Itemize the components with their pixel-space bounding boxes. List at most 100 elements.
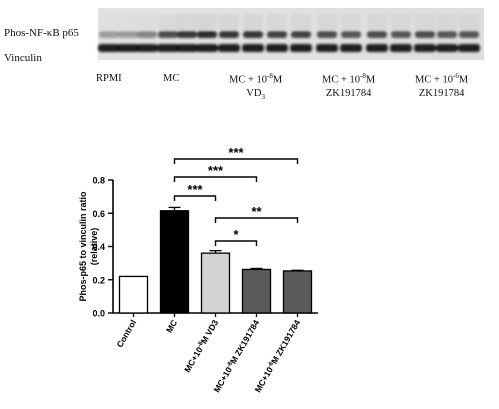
x-tick-label: MC+10-6M ZK191784: [253, 318, 303, 394]
p65-band: [137, 31, 157, 38]
p65-band: [158, 31, 178, 38]
lane-label-unit: M: [458, 74, 469, 86]
lane-label-line1: RPMI: [96, 73, 122, 84]
y-axis-label: Phos-p65 to vinculin ratio: [78, 191, 88, 302]
lane-label-line2: ZK191784: [325, 87, 372, 99]
lane-label-unit: M: [365, 74, 376, 86]
blot-image: [98, 8, 484, 60]
p65-band: [437, 31, 457, 38]
bar: [159, 210, 190, 314]
p65-smear: [341, 14, 361, 30]
vinculin-band: [242, 44, 264, 52]
bar: [241, 268, 272, 314]
p65-smear: [137, 14, 157, 30]
vinculin-band: [414, 44, 436, 52]
significance-label: *: [233, 227, 239, 242]
lane-label-zk-8: MC + 10-8M ZK191784: [322, 70, 375, 100]
vinculin-band: [290, 44, 312, 52]
significance-label: ***: [187, 182, 203, 197]
p65-smear: [158, 14, 178, 30]
y-tick-label: 0.0: [92, 309, 105, 319]
p65-band: [391, 31, 411, 38]
p65-smear: [267, 14, 287, 30]
lane-label-subscript: 3: [261, 92, 265, 101]
p65-band-row: [99, 14, 479, 38]
x-tick-label: MC+10-8M VD3: [182, 318, 220, 374]
p65-band: [291, 31, 311, 38]
lane-label-exponent: -8: [360, 72, 366, 80]
significance-bracket: [173, 176, 258, 182]
significance-label: ***: [228, 145, 244, 160]
p65-band: [219, 31, 239, 38]
vinculin-band-row: [98, 44, 480, 52]
p65-band: [267, 31, 287, 38]
bar: [282, 270, 313, 314]
vinculin-band: [266, 44, 288, 52]
vinculin-band: [458, 44, 480, 52]
vinculin-band: [176, 44, 198, 52]
y-tick-label: 0.8: [92, 176, 105, 186]
lane-label-unit: M: [272, 74, 283, 86]
p65-smear: [291, 14, 311, 30]
p65-smear: [437, 14, 457, 30]
p65-band: [243, 31, 263, 38]
vinculin-band: [98, 44, 120, 52]
lane-label-line1: MC: [163, 73, 180, 84]
lane-label-rpmi: RPMI: [96, 72, 122, 85]
band-label-p65: Phos-NF-κB p65: [4, 27, 79, 39]
bar: [118, 275, 149, 314]
lane-label-line2: ZK191784: [418, 87, 465, 99]
y-tick-label: 0.6: [92, 209, 105, 219]
p65-smear: [367, 14, 387, 30]
p65-band: [415, 31, 435, 38]
vinculin-band: [436, 44, 458, 52]
y-tick-label: 0.2: [92, 275, 105, 285]
x-tick-label: Control: [114, 318, 138, 349]
significance-bracket: [214, 240, 258, 246]
lane-label-line1: MC + 10: [229, 74, 268, 86]
vinculin-band: [196, 44, 218, 52]
y-tick-label: 0.4: [92, 242, 105, 252]
significance-bracket: [173, 158, 299, 164]
lane-label-line1: MC + 10: [322, 74, 361, 86]
lane-label-line2: VD: [246, 87, 262, 99]
x-tick-label: MC: [164, 318, 179, 334]
p65-band: [99, 31, 119, 38]
band-label-vinculin: Vinculin: [4, 52, 42, 64]
lane-label-exponent: -8: [267, 72, 273, 80]
p65-smear: [391, 14, 411, 30]
p65-band: [459, 31, 479, 38]
significance-bracket: [173, 195, 217, 201]
p65-band: [367, 31, 387, 38]
p65-smear: [177, 14, 197, 30]
western-blot-panel: Phos-NF-κB p65 Vinculin RPMI MC MC + 10-…: [0, 0, 499, 110]
vinculin-band: [316, 44, 338, 52]
x-tick-label: MC+10-8M ZK191784: [212, 318, 262, 394]
vinculin-band: [136, 44, 158, 52]
vinculin-band: [390, 44, 412, 52]
vinculin-band: [340, 44, 362, 52]
lane-label-vd3: MC + 10-8M VD3: [229, 70, 282, 104]
y-axis-label-line2: (relative): [89, 228, 99, 266]
bar: [200, 252, 231, 314]
significance-label: **: [251, 204, 262, 219]
p65-band: [341, 31, 361, 38]
p65-smear: [243, 14, 263, 30]
vinculin-band: [117, 44, 139, 52]
p65-smear: [118, 14, 138, 30]
lane-label-exponent: -6: [453, 72, 459, 80]
p65-band: [197, 31, 217, 38]
p65-band: [317, 31, 337, 38]
significance-label: ***: [208, 163, 224, 178]
lane-label-mc: MC: [163, 72, 179, 85]
lane-label-zk-6: MC + 10-6M ZK191784: [415, 70, 468, 100]
p65-smear: [197, 14, 217, 30]
lane-label-line1: MC + 10: [415, 74, 454, 86]
p65-band: [177, 31, 197, 38]
p65-smear: [99, 14, 119, 30]
p65-smear: [415, 14, 435, 30]
vinculin-band: [218, 44, 240, 52]
significance-bracket: [214, 217, 299, 223]
p65-smear: [317, 14, 337, 30]
